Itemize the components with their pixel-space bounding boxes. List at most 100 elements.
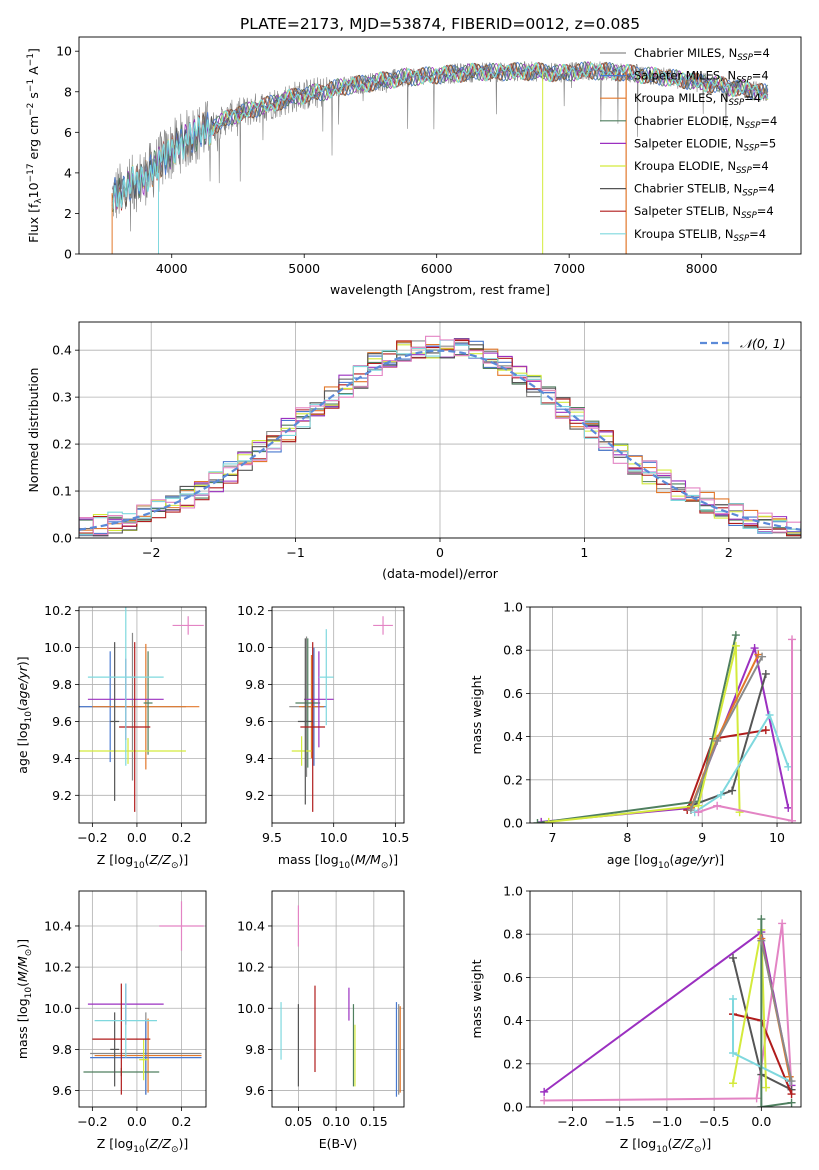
errorbar-point (139, 1039, 149, 1081)
y-tick-label: 1.0 (503, 884, 523, 899)
legend-label: Salpeter ELODIE, NSSP=5 (634, 136, 776, 153)
legend: Chabrier MILES, NSSP=4 Salpeter MILES, NS… (600, 46, 777, 244)
plus-marker (757, 936, 766, 945)
y-axis-label: Flux [fλ10−17 erg cm−2 s−1 A−1] (26, 48, 44, 243)
plot-area (79, 322, 801, 538)
y-tick-label: 4 (64, 165, 72, 180)
y-tick-label: 0.6 (503, 686, 523, 701)
y-tick-label: 0.6 (503, 970, 523, 985)
errorbar-point (291, 736, 312, 766)
legend-label: Chabrier MILES, NSSP=4 (634, 46, 770, 63)
y-axis-label: Normed distribution (26, 368, 41, 493)
x-axis-label: Z [log10(Z/Z⊙)] (97, 1136, 189, 1155)
plus-marker (716, 790, 725, 799)
axes-frame (529, 890, 802, 1108)
errorbar-point (295, 638, 321, 768)
y-tick-label: 0.4 (52, 343, 72, 358)
y-tick-label: 0.1 (52, 484, 72, 499)
y-tick-label: 9.8 (52, 1042, 72, 1057)
errorbar-point (110, 1012, 120, 1087)
plus-marker (761, 726, 770, 735)
plot-area (530, 891, 801, 1107)
plus-marker (713, 801, 722, 810)
axes-massweight-vs-age: 7 8 9 10 0.0 0.2 0.4 0.6 0.8 1.0 age [log10(age/yr… (469, 600, 802, 871)
errorbar-point (143, 651, 153, 755)
x-tick-label: 7 (548, 830, 556, 845)
errorbar-point (299, 655, 324, 759)
histogram-series (79, 335, 801, 537)
x-axis-label: Z [log10(Z/Z⊙)] (97, 852, 189, 871)
spectrum-model-line (111, 62, 769, 210)
mass-weight-line (698, 639, 794, 823)
plus-marker (540, 1087, 549, 1096)
x-tick-label: −0.5 (699, 1114, 729, 1129)
y-tick-label: 0.2 (503, 1056, 523, 1071)
errorbar-point (119, 642, 151, 812)
y-tick-label: 10.0 (237, 640, 265, 655)
x-axis-label: wavelength [Angstrom, rest frame] (330, 282, 550, 297)
mass-weight-line (544, 923, 793, 1102)
y-tick-label: 0.8 (503, 643, 523, 658)
plus-marker (788, 635, 797, 644)
axes-frame (78, 890, 207, 1108)
axes-spectrum: 4000 5000 6000 7000 8000 0 2 4 6 8 10 Chabrier MILE… (26, 36, 802, 297)
errorbar-point (79, 738, 186, 764)
x-axis-label: (data-model)/error (382, 566, 499, 581)
plus-marker (787, 1090, 796, 1099)
plot-area (530, 607, 801, 823)
x-tick-label: 0.2 (172, 1114, 192, 1129)
x-tick-label: 0.0 (127, 1114, 147, 1129)
x-tick-label: 0.0 (127, 830, 147, 845)
plus-marker (694, 808, 703, 817)
x-tick-label: −1.5 (605, 1114, 635, 1129)
y-tick-label: 10.0 (44, 640, 72, 655)
axes-mass-vs-Z: −0.2 0.0 0.2 9.6 9.8 10.0 10.2 10.4 Z [log10(Z/Z… (15, 890, 207, 1155)
y-tick-label: 10.0 (237, 1001, 265, 1016)
errorbar-point (87, 607, 164, 766)
y-tick-label: 9.4 (245, 751, 265, 766)
plot-area (79, 607, 206, 823)
errorbar-point (110, 642, 120, 801)
y-tick-label: 9.6 (52, 714, 72, 729)
plus-marker (750, 644, 759, 653)
y-tick-label: 0.0 (503, 816, 523, 831)
plus-marker (784, 762, 793, 771)
axes-frame (529, 606, 802, 824)
errorbar-point (297, 638, 313, 805)
y-tick-label: 10.4 (237, 918, 265, 933)
legend-label: Chabrier STELIB, NSSP=4 (634, 182, 775, 199)
plus-marker (778, 919, 787, 928)
plus-marker (713, 736, 722, 745)
plus-marker (762, 1083, 771, 1092)
mass-weight-line (548, 645, 741, 823)
y-tick-label: 2 (64, 206, 72, 221)
plus-marker (757, 915, 766, 924)
errorbar-point (90, 1020, 202, 1095)
x-axis-label: age [log10(age/yr)] (607, 852, 724, 871)
legend-label: Salpeter MILES, NSSP=4 (634, 69, 769, 86)
axes-age-vs-mass: 9.5 10.0 10.5 9.2 9.4 9.6 9.8 10.0 10.2 mass [log… (237, 603, 409, 871)
x-tick-label: 1 (580, 545, 588, 560)
axes-frame (78, 606, 207, 824)
y-tick-label: 0.2 (503, 772, 523, 787)
x-tick-label: 10.5 (381, 830, 409, 845)
axes-frame (271, 890, 405, 1108)
legend-label: Salpeter STELIB, NSSP=4 (634, 204, 774, 221)
errorbar-point (304, 651, 334, 748)
x-tick-label: −2.0 (557, 1114, 587, 1129)
errorbar-point (373, 616, 393, 635)
plus-marker (758, 652, 767, 661)
y-tick-label: 6 (64, 125, 72, 140)
plus-marker (784, 803, 793, 812)
legend-label: Kroupa STELIB, NSSP=4 (634, 227, 766, 244)
y-tick-label: 8 (64, 84, 72, 99)
x-tick-label: 0.15 (360, 1114, 388, 1129)
y-tick-label: 0.4 (503, 1013, 523, 1028)
y-tick-label: 10.2 (44, 960, 72, 975)
x-tick-label: 0.10 (322, 1114, 350, 1129)
x-axis-label: mass [log10(M/M⊙)] (278, 852, 398, 871)
x-tick-label: 0.0 (751, 1114, 771, 1129)
x-axis-label: E(B-V) (319, 1136, 358, 1151)
plot-area (272, 891, 404, 1107)
